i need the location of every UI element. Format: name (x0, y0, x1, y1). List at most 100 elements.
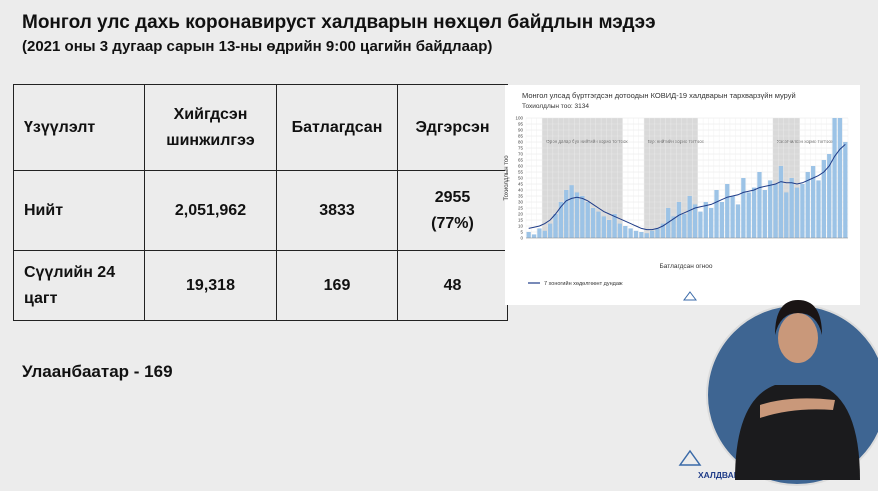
bar (751, 187, 757, 238)
bar (548, 223, 553, 238)
bar (703, 202, 708, 238)
bar (730, 196, 735, 238)
bar (590, 208, 596, 238)
cell: Сүүлийн 24 цагт (13, 250, 145, 321)
line (528, 144, 846, 231)
cell: Нийт (13, 170, 145, 251)
bar (569, 185, 574, 238)
y-tick-label: 45 (518, 182, 524, 187)
bar (768, 180, 773, 238)
bar (682, 214, 687, 238)
y-tick-label: 30 (518, 200, 524, 205)
bar (617, 223, 623, 238)
bar (784, 192, 789, 238)
bar (574, 192, 580, 238)
subtitle: (2021 оны 3 дугаар сарын 13-ны өдрийн 9:… (22, 38, 493, 55)
y-tick-label: 90 (518, 128, 524, 133)
y-tick-label: 40 (518, 188, 524, 193)
bar (816, 180, 821, 238)
header-cell: Эдгэрсэн (397, 84, 508, 171)
footer-note: Улаанбаатар - 169 (22, 362, 173, 381)
bar (719, 202, 725, 238)
bar (558, 202, 564, 238)
annotation: Орон даяар бүх нийтийн хорио тогтоох (546, 138, 628, 144)
bar (649, 230, 655, 238)
chart-title: Монгол улсад бүртгэгдсэн дотоодын КОВИД-… (522, 91, 796, 100)
y-tick-label: 20 (518, 212, 524, 217)
bar (580, 196, 585, 238)
y-tick-label: 0 (520, 236, 523, 241)
bar (537, 228, 542, 238)
logo-icon (678, 449, 702, 466)
bar (612, 214, 617, 238)
y-tick-label: 5 (520, 230, 523, 235)
chart-subtitle: Тохиолдлын тоо: 3134 (522, 103, 589, 110)
bar (778, 166, 784, 238)
bar (671, 216, 676, 238)
bar (644, 233, 649, 238)
bar (832, 118, 837, 238)
bar (553, 214, 558, 238)
y-tick-label: 75 (518, 146, 524, 151)
stats-table: Үзүүлэлт Хийгдсэн шинжилгээ Батлагдсан Э… (13, 84, 508, 321)
y-tick-label: 60 (518, 164, 524, 169)
bar (687, 196, 692, 238)
y-tick-label: 100 (515, 116, 523, 121)
bar (805, 172, 810, 238)
bar (676, 202, 682, 238)
bar (789, 178, 794, 238)
bar (596, 211, 601, 238)
bar (794, 187, 800, 238)
bar (564, 190, 569, 238)
bar (821, 160, 826, 238)
plot: Орон даяар бүх нийтийн хорио тогтоох Бүх … (515, 116, 849, 241)
y-tick-label: 15 (518, 218, 524, 223)
y-tick-label: 65 (518, 158, 524, 163)
y-tick-label: 70 (518, 152, 524, 157)
y-tick-label: 50 (518, 176, 524, 181)
bar (655, 228, 660, 238)
bar (810, 166, 816, 238)
bar (762, 190, 767, 238)
bar (725, 184, 730, 238)
bar (531, 234, 537, 238)
y-axis-label: Тохиолдлын тоо (504, 155, 510, 201)
bar (837, 118, 843, 238)
bar (746, 192, 751, 238)
cell: 3833 (276, 170, 398, 251)
cell: 2955 (77%) (397, 170, 508, 251)
bar (741, 178, 746, 238)
interpreter (706, 300, 878, 486)
y-tick-label: 55 (518, 170, 524, 175)
cell: 48 (397, 250, 508, 321)
x-axis-label: Батлагдсан огноо (660, 263, 713, 270)
bar (698, 211, 703, 238)
cell: 2,051,962 (144, 170, 277, 251)
y-tick-label: 25 (518, 206, 524, 211)
bar (843, 142, 848, 238)
title: Монгол улс дахь коронавируст халдварын н… (22, 12, 656, 33)
bar (585, 202, 590, 238)
bar (773, 184, 778, 238)
bar (601, 216, 606, 238)
legend-label: 7 хоногийн хөдөлгөөнт дундаж (544, 280, 623, 287)
cell: 169 (276, 250, 398, 321)
bar (757, 172, 762, 238)
annotation: Хэсэгчилсэн хорио тогтоох (777, 139, 834, 144)
y-tick-label: 35 (518, 194, 524, 199)
bar (628, 228, 633, 238)
y-tick-label: 10 (518, 224, 524, 229)
header-cell: Үзүүлэлт (13, 84, 145, 171)
bar (633, 230, 639, 238)
bar (542, 230, 547, 238)
bar (623, 226, 628, 238)
bar (714, 190, 719, 238)
bar (660, 223, 665, 238)
logo-icon (683, 291, 697, 301)
bar (526, 232, 531, 238)
bar (735, 204, 741, 238)
y-tick-label: 80 (518, 140, 524, 145)
bar (607, 220, 612, 238)
